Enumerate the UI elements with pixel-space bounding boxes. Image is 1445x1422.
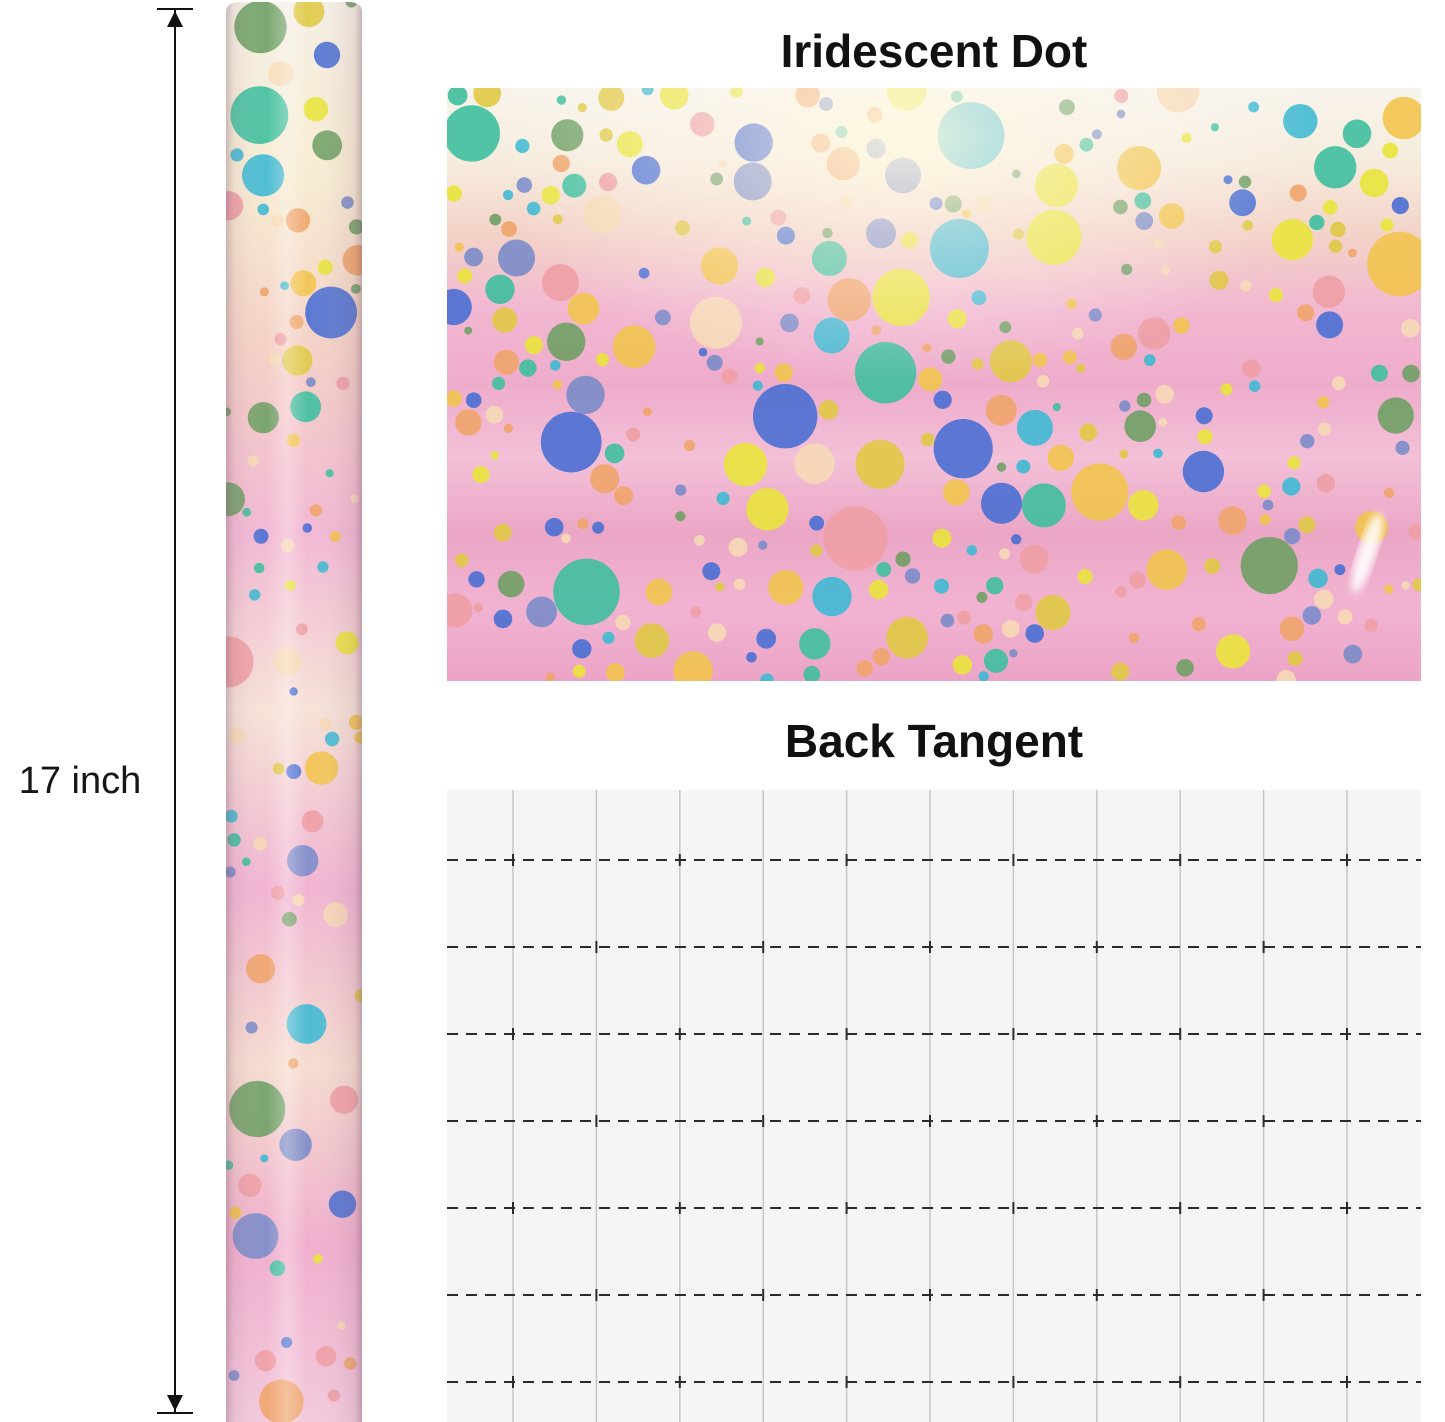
measurement-label: 17 inch — [18, 760, 142, 802]
measurement-cap-bottom — [157, 1412, 193, 1414]
arrow-up-icon — [167, 11, 183, 27]
back-grid-swatch — [447, 790, 1421, 1422]
glare-highlight — [1351, 512, 1383, 594]
back-pattern-title: Back Tangent — [784, 715, 1084, 767]
roll-image — [226, 2, 362, 1422]
front-pattern-title: Iridescent Dot — [780, 25, 1088, 77]
arrow-down-icon — [167, 1395, 183, 1411]
measurement-line — [174, 10, 176, 1412]
wrapping-paper-roll — [226, 0, 362, 1422]
front-pattern-image — [447, 88, 1421, 681]
back-grid-image — [447, 790, 1421, 1422]
measurement-cap-top — [157, 8, 193, 10]
front-pattern-swatch — [447, 88, 1421, 681]
